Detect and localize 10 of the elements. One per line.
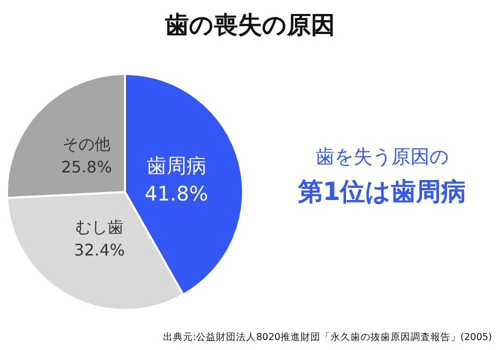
data-label: 25.8%: [61, 157, 112, 176]
slice-label: その他: [62, 134, 111, 154]
text: 第1位は歯周病: [296, 177, 466, 206]
chart-title: 歯の喪失の原因: [164, 11, 335, 39]
data-label: 41.8%: [144, 181, 208, 206]
data-label: 32.4%: [74, 240, 125, 260]
text: 歯を失う原因の: [316, 146, 448, 168]
text: 出典元:公益財団法人8020推進財団「永久歯の抜歯原因調査報告」(2005): [163, 331, 492, 343]
slice-label: むし歯: [75, 218, 124, 237]
slice-label: 歯周病: [146, 153, 206, 178]
